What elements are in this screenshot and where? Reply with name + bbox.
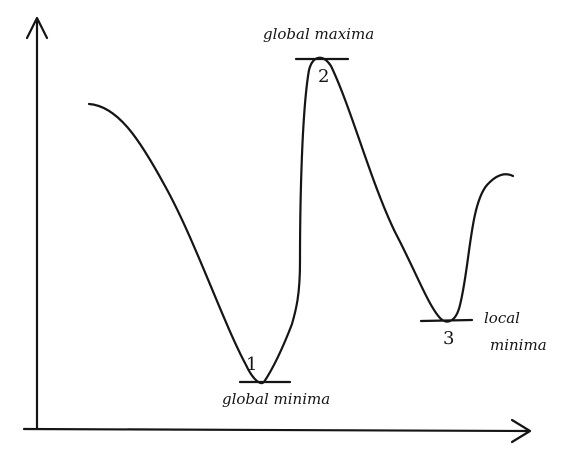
x-axis [22, 427, 529, 433]
global-minima-label: global minima [222, 390, 330, 408]
landscape-curve [87, 56, 515, 385]
local-minima-label-line2: minima [490, 336, 547, 354]
marker-1: 1 [246, 354, 257, 375]
marker-2: 2 [318, 66, 329, 87]
marker-3: 3 [443, 328, 454, 349]
local-minima-label-line1: local [484, 309, 520, 327]
local-minima-tick [419, 318, 474, 323]
global-maxima-label: global maxima [263, 25, 374, 43]
y-axis-arrowhead [25, 16, 49, 40]
x-axis-arrowhead [510, 418, 532, 444]
